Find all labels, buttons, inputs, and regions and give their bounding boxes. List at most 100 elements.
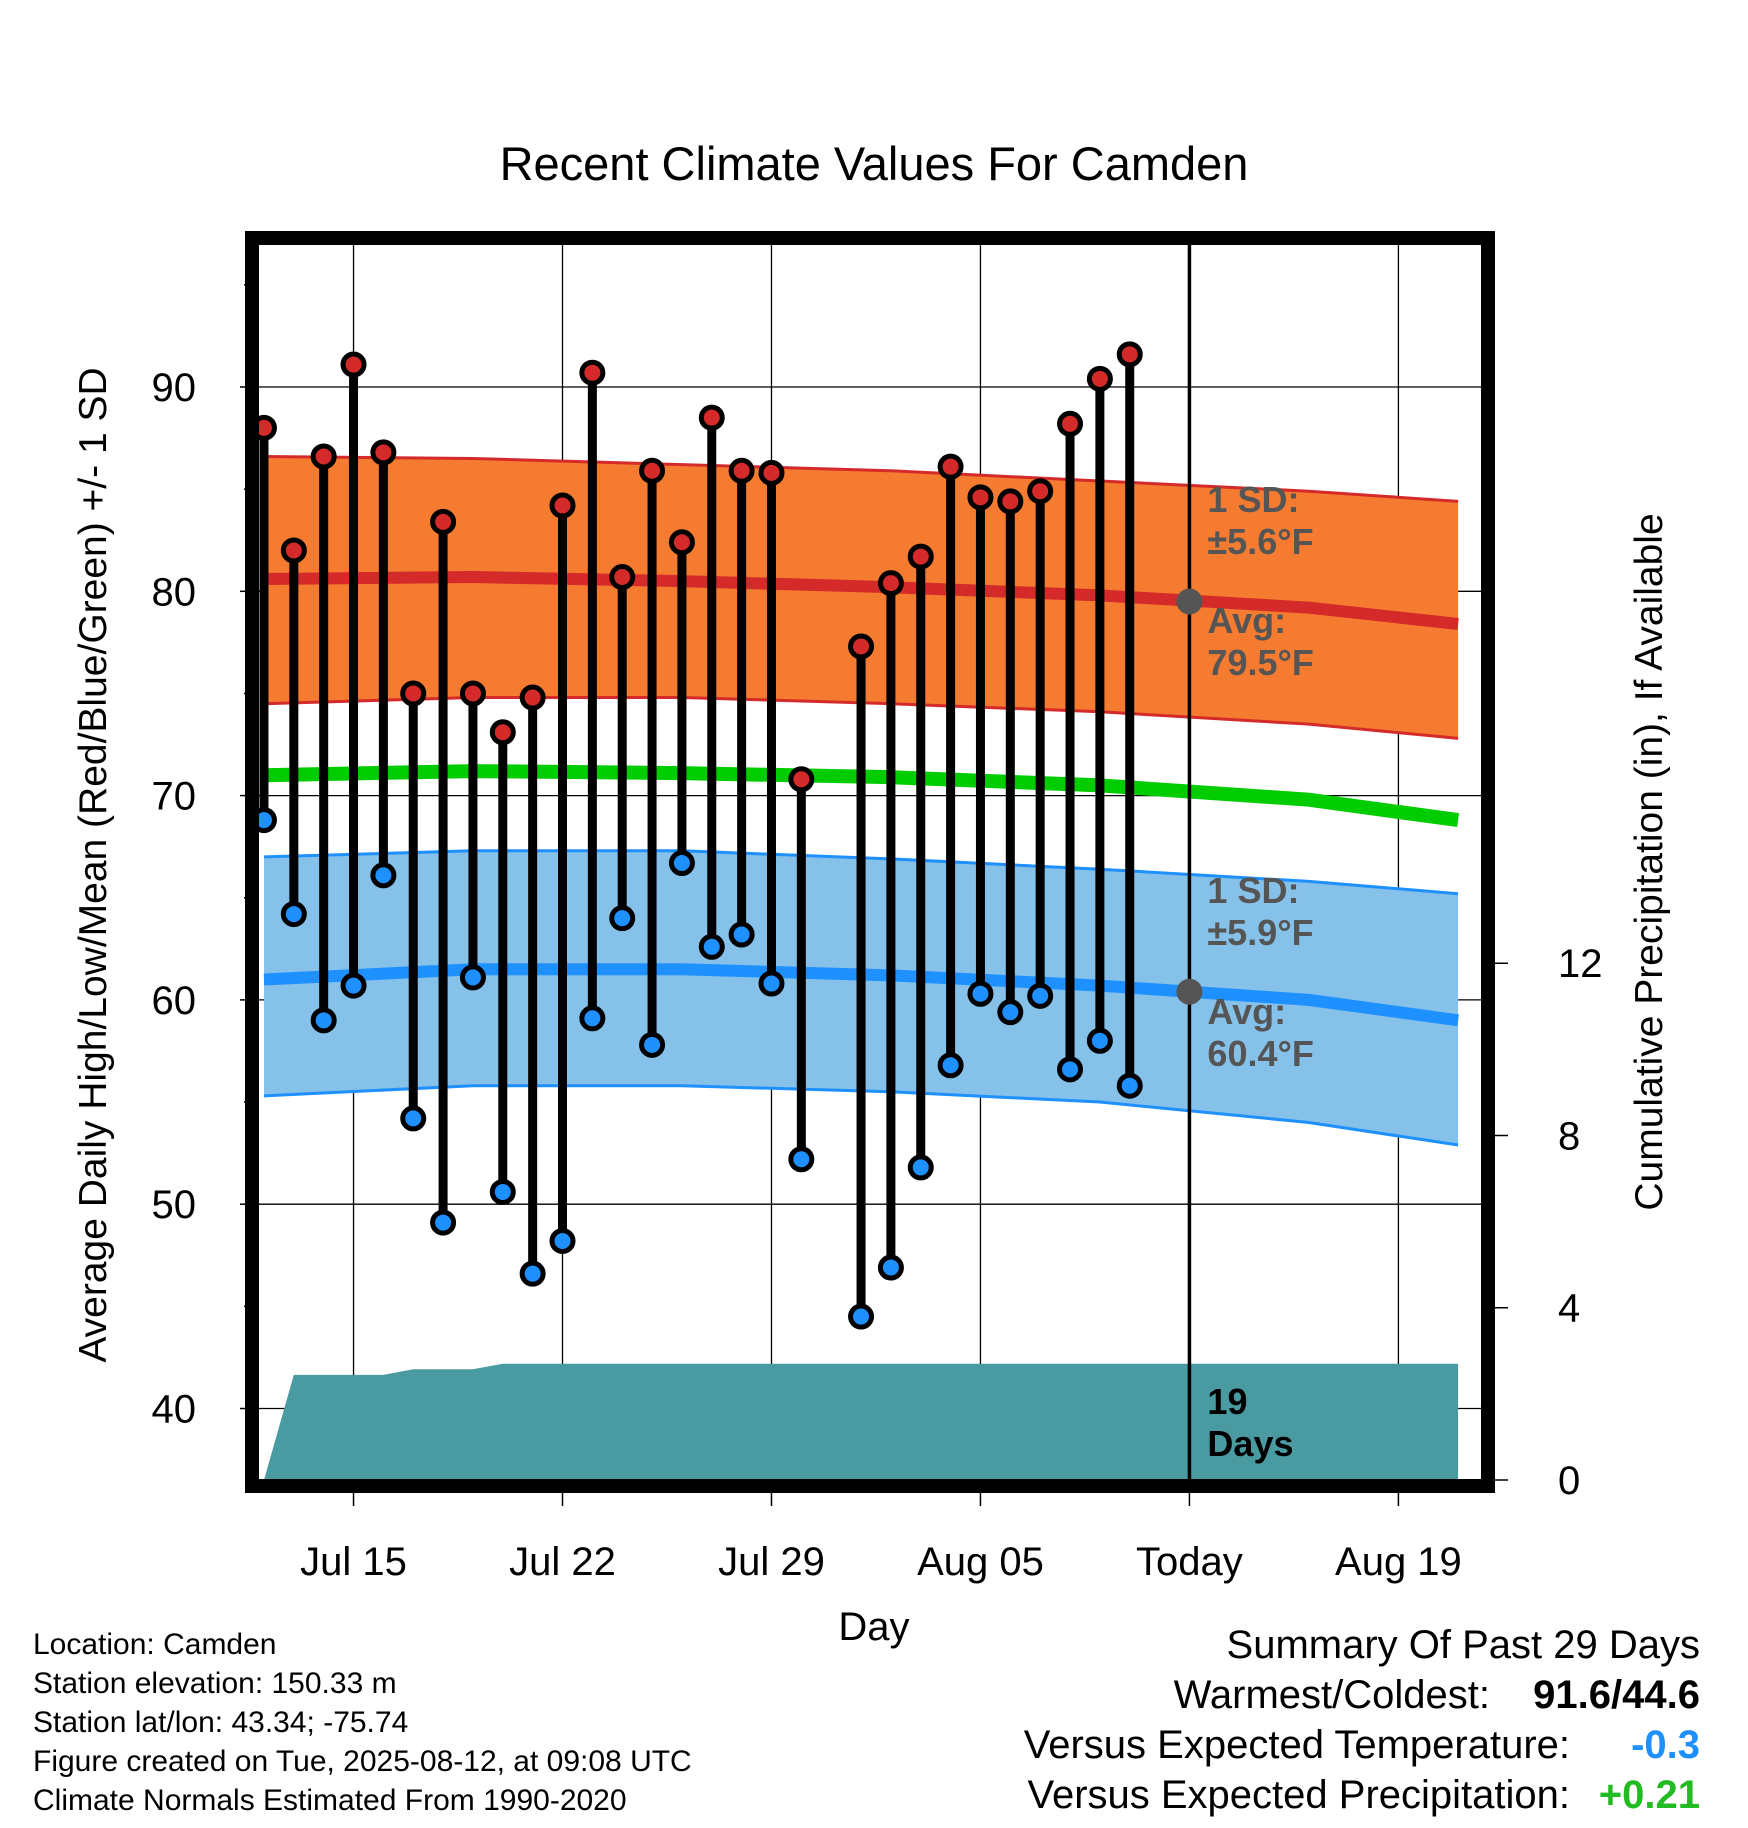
high-point — [877, 570, 904, 597]
high-point — [400, 680, 427, 707]
low-point — [1086, 1027, 1113, 1054]
low-point — [997, 999, 1024, 1026]
high-avg-annotation: Avg: — [1207, 600, 1286, 641]
high-point — [758, 459, 785, 486]
precip-label: Versus Expected Precipitation: — [1027, 1773, 1570, 1817]
high-point — [967, 484, 994, 511]
x-axis-label: Day — [838, 1605, 909, 1649]
low-point — [639, 1031, 666, 1058]
high-point — [340, 351, 367, 378]
high-point — [848, 633, 875, 660]
low-point — [668, 850, 695, 877]
high-sd-annotation: 1 SD: — [1207, 479, 1299, 520]
high-point — [997, 488, 1024, 515]
today-low-avg-marker — [1176, 978, 1203, 1005]
y-tick-label: 60 — [152, 979, 197, 1023]
low-point — [280, 901, 307, 928]
low-point — [459, 964, 486, 991]
x-tick-label: Aug 05 — [917, 1540, 1044, 1584]
chart-title: Recent Climate Values For Camden — [500, 137, 1249, 190]
y-tick-label: 90 — [152, 366, 197, 410]
high-point — [459, 680, 486, 707]
low-point — [728, 921, 755, 948]
low-point — [758, 970, 785, 997]
high-point — [370, 439, 397, 466]
high-point — [310, 443, 337, 470]
low-point — [967, 980, 994, 1007]
daily-range-bars — [250, 341, 1203, 1330]
low-point — [907, 1154, 934, 1181]
y2-tick-label: 12 — [1558, 942, 1603, 986]
precipitation-area — [264, 238, 1459, 1480]
low-point — [609, 905, 636, 932]
x-tick-label: Jul 22 — [509, 1540, 616, 1584]
high-point — [788, 766, 815, 793]
low-point — [370, 862, 397, 889]
warmest-label: Warmest/Coldest: — [1173, 1673, 1490, 1717]
low-point — [519, 1260, 546, 1287]
low-point — [400, 1105, 427, 1132]
low-avg-annotation: 60.4°F — [1207, 1033, 1313, 1074]
low-sd-annotation: ±5.9°F — [1207, 912, 1313, 953]
low-sd-annotation: 1 SD: — [1207, 870, 1299, 911]
summary-panel: Summary Of Past 29 Days Warmest/Coldest:… — [1024, 1620, 1700, 1820]
y2-tick-label: 4 — [1558, 1287, 1580, 1331]
low-point — [698, 933, 725, 960]
axes: 40 50 60 70 80 90 0 4 8 12 Jul 15 Jul 22 Jul 29 Aug 0… — [72, 137, 1671, 1649]
warmest-value: 91.6/44.6 — [1533, 1673, 1700, 1717]
high-point — [1086, 365, 1113, 392]
high-point — [280, 537, 307, 564]
low-point — [549, 1227, 576, 1254]
x-tick-label: Today — [1136, 1540, 1243, 1584]
y-tick-label: 80 — [152, 570, 197, 614]
high-point — [549, 492, 576, 519]
low-point — [877, 1254, 904, 1281]
high-point — [609, 564, 636, 591]
high-avg-annotation: 79.5°F — [1207, 642, 1313, 683]
high-point — [1027, 478, 1054, 505]
cumulative-precip-area — [264, 1363, 1459, 1480]
plot-border — [245, 231, 1495, 1493]
normals-text: Climate Normals Estimated From 1990-2020 — [33, 1784, 627, 1817]
summary-title: Summary Of Past 29 Days — [1226, 1623, 1700, 1667]
low-point — [937, 1052, 964, 1079]
y-axis-label: Average Daily High/Low/Mean (Red/Blue/Gr… — [72, 367, 115, 1362]
x-tick-label: Jul 15 — [300, 1540, 407, 1584]
high-point — [1116, 341, 1143, 368]
high-point — [668, 529, 695, 556]
high-point — [639, 457, 666, 484]
low-point — [489, 1178, 516, 1205]
temp-value: -0.3 — [1631, 1723, 1700, 1767]
latlon-text: Station lat/lon: 43.34; -75.74 — [33, 1706, 409, 1739]
low-point — [579, 1005, 606, 1032]
x-tick-label: Jul 29 — [718, 1540, 825, 1584]
low-point — [310, 1007, 337, 1034]
high-point — [698, 404, 725, 431]
precip-days-annotation: Days — [1207, 1423, 1293, 1464]
created-text: Figure created on Tue, 2025-08-12, at 09… — [33, 1745, 692, 1778]
high-point — [579, 359, 606, 386]
y2-axis-label: Cumulative Precipitation (in), If Availa… — [1628, 513, 1671, 1210]
y2-tick-label: 8 — [1558, 1114, 1580, 1158]
high-point — [937, 453, 964, 480]
precip-value: +0.21 — [1598, 1773, 1700, 1817]
high-point — [1057, 410, 1084, 437]
elevation-text: Station elevation: 150.33 m — [33, 1667, 397, 1700]
plot-frame — [245, 231, 1495, 1493]
low-point — [430, 1209, 457, 1236]
high-point — [489, 719, 516, 746]
low-avg-annotation: Avg: — [1207, 991, 1286, 1032]
y-tick-label: 50 — [152, 1183, 197, 1227]
low-point — [848, 1303, 875, 1330]
high-point — [907, 543, 934, 570]
today-high-avg-marker — [1176, 588, 1203, 615]
location-text: Location: Camden — [33, 1628, 277, 1661]
station-info: Location: Camden Station elevation: 150.… — [33, 1625, 692, 1820]
y-tick-label: 70 — [152, 775, 197, 819]
high-sd-annotation: ±5.6°F — [1207, 521, 1313, 562]
y2-tick-label: 0 — [1558, 1459, 1580, 1503]
precip-days-annotation: 19 — [1207, 1381, 1247, 1422]
high-point — [728, 457, 755, 484]
